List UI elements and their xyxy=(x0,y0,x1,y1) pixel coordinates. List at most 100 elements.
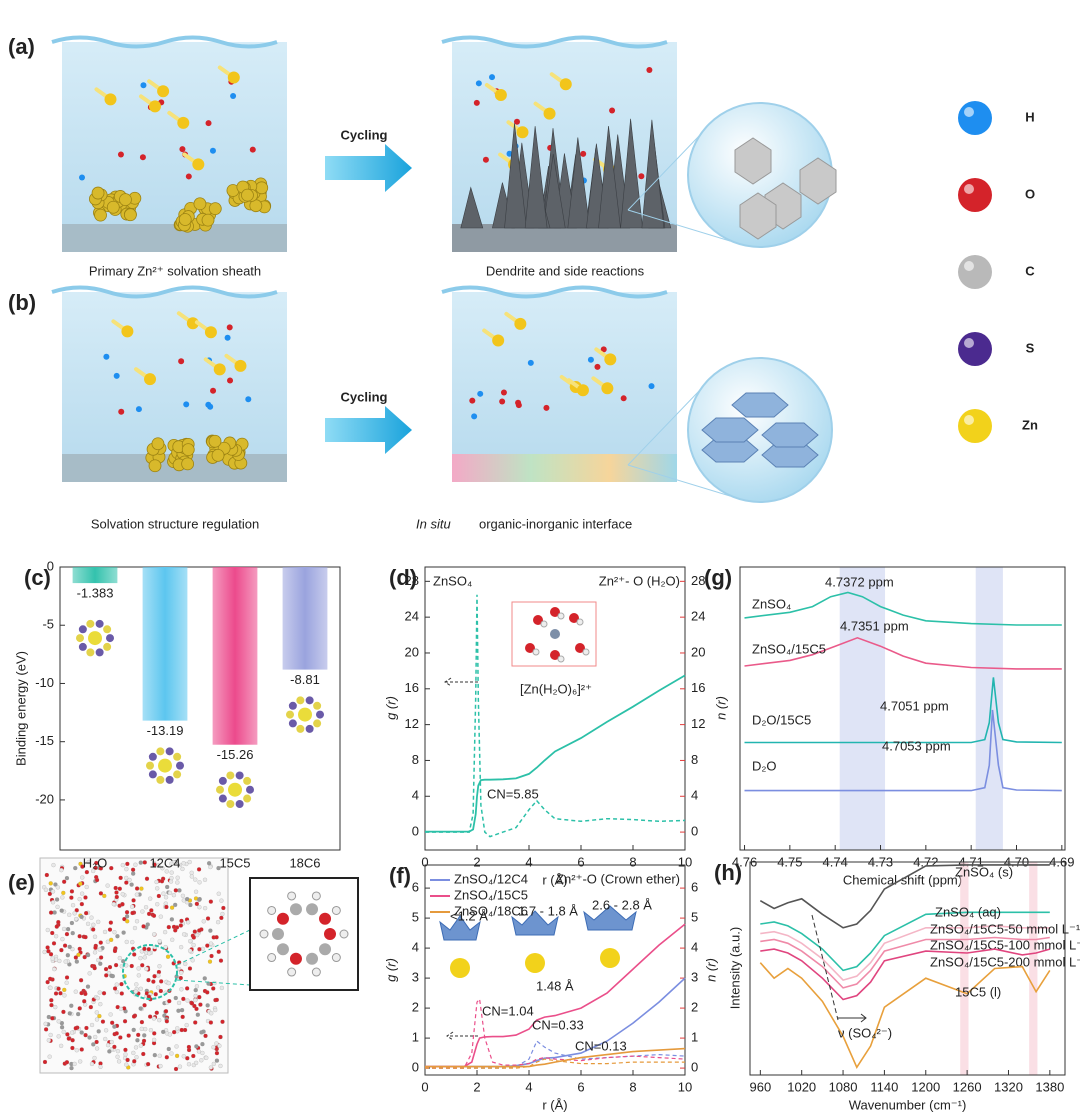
md-atom xyxy=(142,955,147,960)
inset-zn xyxy=(550,629,560,639)
annotation: CN=5.85 xyxy=(487,786,539,801)
molecule-icon xyxy=(296,696,305,705)
y2-axis-label: n (r) xyxy=(713,696,728,720)
md-atom xyxy=(42,1059,48,1065)
md-highlight xyxy=(122,944,178,1000)
md-atom xyxy=(77,946,82,951)
md-atom xyxy=(60,1025,65,1030)
md-atom xyxy=(105,1043,111,1048)
md-atom xyxy=(56,986,61,991)
md-atom xyxy=(92,1055,97,1061)
md-atom xyxy=(78,881,83,886)
molecule-icon xyxy=(288,701,297,710)
md-atom xyxy=(48,985,53,990)
value-label: -13.19 xyxy=(147,723,184,738)
ion xyxy=(600,346,607,353)
md-atom xyxy=(152,932,157,937)
zn-ion xyxy=(144,373,157,386)
md-atom xyxy=(170,937,175,942)
md-atom xyxy=(144,876,150,881)
md-atom xyxy=(175,875,180,880)
ion xyxy=(210,387,217,394)
molecule-icon xyxy=(235,799,244,808)
value-label: -15.26 xyxy=(217,747,254,762)
zn-icon xyxy=(525,953,545,973)
md-atom xyxy=(219,985,224,990)
shift-guide xyxy=(811,914,839,1021)
md-atom xyxy=(65,953,70,958)
x-tick-label: 0 xyxy=(421,854,428,869)
zn-ion xyxy=(157,85,170,98)
md-atom xyxy=(43,887,49,892)
md-atom xyxy=(196,867,202,872)
dendrite xyxy=(504,123,527,229)
md-atom xyxy=(131,898,136,903)
y-tick-label: 0 xyxy=(412,824,419,839)
md-atom xyxy=(102,929,108,935)
md-atom xyxy=(124,910,130,915)
md-atom xyxy=(180,1014,185,1019)
md-atom xyxy=(194,1060,199,1065)
y2-tick-label: 3 xyxy=(691,970,698,985)
x-tick-label: 6 xyxy=(577,1079,584,1094)
md-atom xyxy=(103,1036,108,1042)
md-atom xyxy=(216,920,221,925)
ion xyxy=(207,403,214,410)
zn-ion xyxy=(604,353,617,366)
md-atom xyxy=(82,999,87,1004)
annotation: 1.7 - 1.8 Å xyxy=(518,903,578,918)
y2-tick-label: 0 xyxy=(691,824,698,839)
md-atom xyxy=(174,1044,179,1049)
md-atom xyxy=(115,934,120,939)
caption: Solvation structure regulation xyxy=(91,516,259,531)
md-atom xyxy=(48,952,54,957)
molecule-icon xyxy=(235,771,244,780)
x-tick-label: 4.76 xyxy=(732,854,757,869)
element-sphere xyxy=(958,178,992,212)
ion xyxy=(638,173,645,180)
panel-label: (h) xyxy=(714,860,742,885)
md-atom xyxy=(84,870,89,875)
md-atom xyxy=(85,984,91,989)
panel-label: (f) xyxy=(389,863,411,888)
md-atom xyxy=(110,974,115,979)
peak-label: 4.7053 ppm xyxy=(882,738,951,753)
md-atom xyxy=(114,963,119,968)
md-atom xyxy=(160,866,165,871)
md-atom xyxy=(69,1030,75,1035)
y-axis-label: Binding energy (eV) xyxy=(13,651,28,766)
md-atom xyxy=(99,955,104,960)
panel-label: (g) xyxy=(704,565,732,590)
y2-tick-label: 28 xyxy=(691,573,705,588)
md-atom xyxy=(139,886,144,891)
md-atom xyxy=(118,1035,123,1040)
md-atom xyxy=(115,1049,121,1054)
nmr-curve xyxy=(744,636,1062,670)
md-atom xyxy=(77,897,82,902)
bar xyxy=(212,567,258,745)
md-atom xyxy=(219,898,224,903)
md-atom xyxy=(115,1054,120,1059)
md-atom xyxy=(107,927,113,932)
md-atom xyxy=(69,920,75,926)
md-atom xyxy=(89,1022,95,1028)
md-atom xyxy=(84,884,89,890)
md-atom xyxy=(181,996,186,1002)
md-atom xyxy=(84,911,89,916)
x-tick-label: 4 xyxy=(525,1079,532,1094)
md-atom xyxy=(191,942,196,948)
molecule-core xyxy=(228,782,242,797)
ion xyxy=(140,82,147,89)
dendrite xyxy=(567,137,591,229)
md-atom xyxy=(56,920,61,925)
inset-o xyxy=(533,615,543,625)
md-atom xyxy=(134,886,140,891)
md-atom xyxy=(186,1062,192,1067)
md-atom xyxy=(165,884,170,890)
md-atom xyxy=(209,1011,214,1016)
zn-icon xyxy=(600,948,620,968)
tank-a2-surface xyxy=(441,35,668,49)
md-atom xyxy=(133,1045,139,1050)
md-atom xyxy=(98,1064,103,1069)
highlight-band xyxy=(839,567,886,850)
